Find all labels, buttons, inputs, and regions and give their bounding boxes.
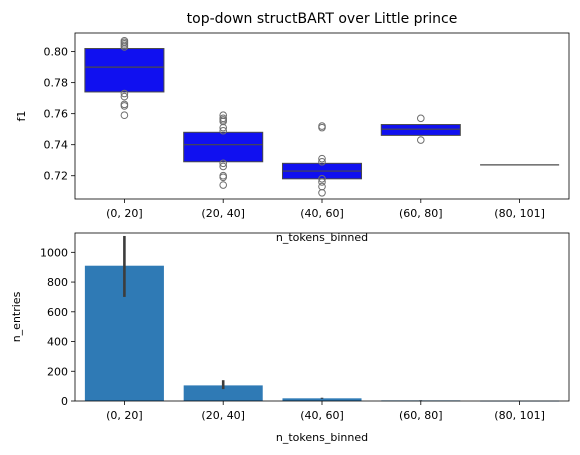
barchart-y-tick-label: 600 [47,306,68,319]
box-outlier [120,111,129,120]
box-outlier [120,102,129,110]
boxplot-x-tick-label: (20, 40] [201,207,245,220]
barchart-error-bars [123,235,521,401]
box-outlier [318,178,326,186]
barchart-y-tick-label: 0 [61,395,68,408]
box-outlier [318,123,326,132]
boxplot-x-axis-label: n_tokens_binned [276,231,368,244]
box-outlier [318,122,326,130]
barchart-axes-frame [74,232,570,402]
boxplot-x-tick-label: (0, 20] [106,207,143,220]
boxplot-boxes [84,36,560,197]
boxplot-x-ticks: (0, 20] (20, 40] (40, 60] (60, 80] (80, 101] [106,199,545,220]
box-outlier [219,114,227,123]
box-outlier [318,182,326,191]
box-outlier [417,114,425,123]
box-group [84,36,165,120]
box-iqr [183,131,264,163]
barchart-x-tick-label: (20, 40] [201,409,245,422]
barchart-y-tick-label: 800 [47,276,68,289]
boxplot-title: top-down structBART over Little prince [187,11,458,27]
barchart-panel: 0 200 400 600 800 1000 (0, 20] (20, 40] (40, 60… [10,232,570,444]
barchart-x-ticks: (0, 20] (20, 40] (40, 60] (60, 80] (80, 101] [106,401,545,422]
boxplot-x-tick-label: (40, 60] [300,207,344,220]
box-group [183,111,264,189]
barchart-x-tick-label: (0, 20] [106,409,143,422]
box-group [380,114,461,144]
boxplot-y-axis-label: f1 [15,111,28,122]
box-iqr [380,124,461,136]
box-outlier [219,171,227,180]
boxplot-y-tick-label: 0.74 [44,139,69,152]
barchart-bars [84,265,560,402]
box-outlier [318,157,326,166]
boxplot-x-tick-label: (60, 80] [399,207,443,220]
box-outlier [219,126,227,135]
barchart-y-tick-label: 400 [47,336,68,349]
barchart-x-axis-label: n_tokens_binned [276,431,368,444]
box-outlier [219,173,227,182]
box-outlier [219,162,227,171]
box-outlier [120,100,129,109]
barchart-x-tick-label: (80, 101] [494,409,545,422]
boxplot-y-ticks: 0.72 0.74 0.76 0.78 0.80 [44,46,75,183]
box-outlier [219,181,227,189]
boxplot-y-tick-label: 0.72 [44,170,69,183]
box-group [281,122,363,197]
barchart-y-ticks: 0 200 400 600 800 1000 [40,246,75,408]
barchart-y-tick-label: 1000 [40,246,68,259]
box-outlier [219,159,227,168]
barchart-y-axis-label: n_entries [10,291,23,342]
boxplot-panel: top-down structBART over Little prince 0… [15,11,570,244]
boxplot-y-tick-label: 0.76 [44,108,69,121]
box-outlier [318,154,326,163]
boxplot-y-tick-label: 0.80 [44,46,69,59]
box-outlier [120,89,129,98]
barchart-x-tick-label: (60, 80] [399,409,443,422]
box-outlier [318,188,326,197]
bar [282,398,362,401]
boxplot-y-tick-label: 0.78 [44,77,69,90]
box-outlier [120,36,129,45]
box-iqr [84,48,165,93]
box-outlier [120,92,129,101]
barchart-y-tick-label: 200 [47,365,68,378]
boxplot-axes-frame [74,32,570,200]
boxplot-x-tick-label: (80, 101] [494,207,545,220]
box-outlier [417,136,425,144]
box-outlier [219,111,227,120]
bar [183,385,263,401]
barchart-x-tick-label: (40, 60] [300,409,344,422]
box-outlier [318,175,326,183]
